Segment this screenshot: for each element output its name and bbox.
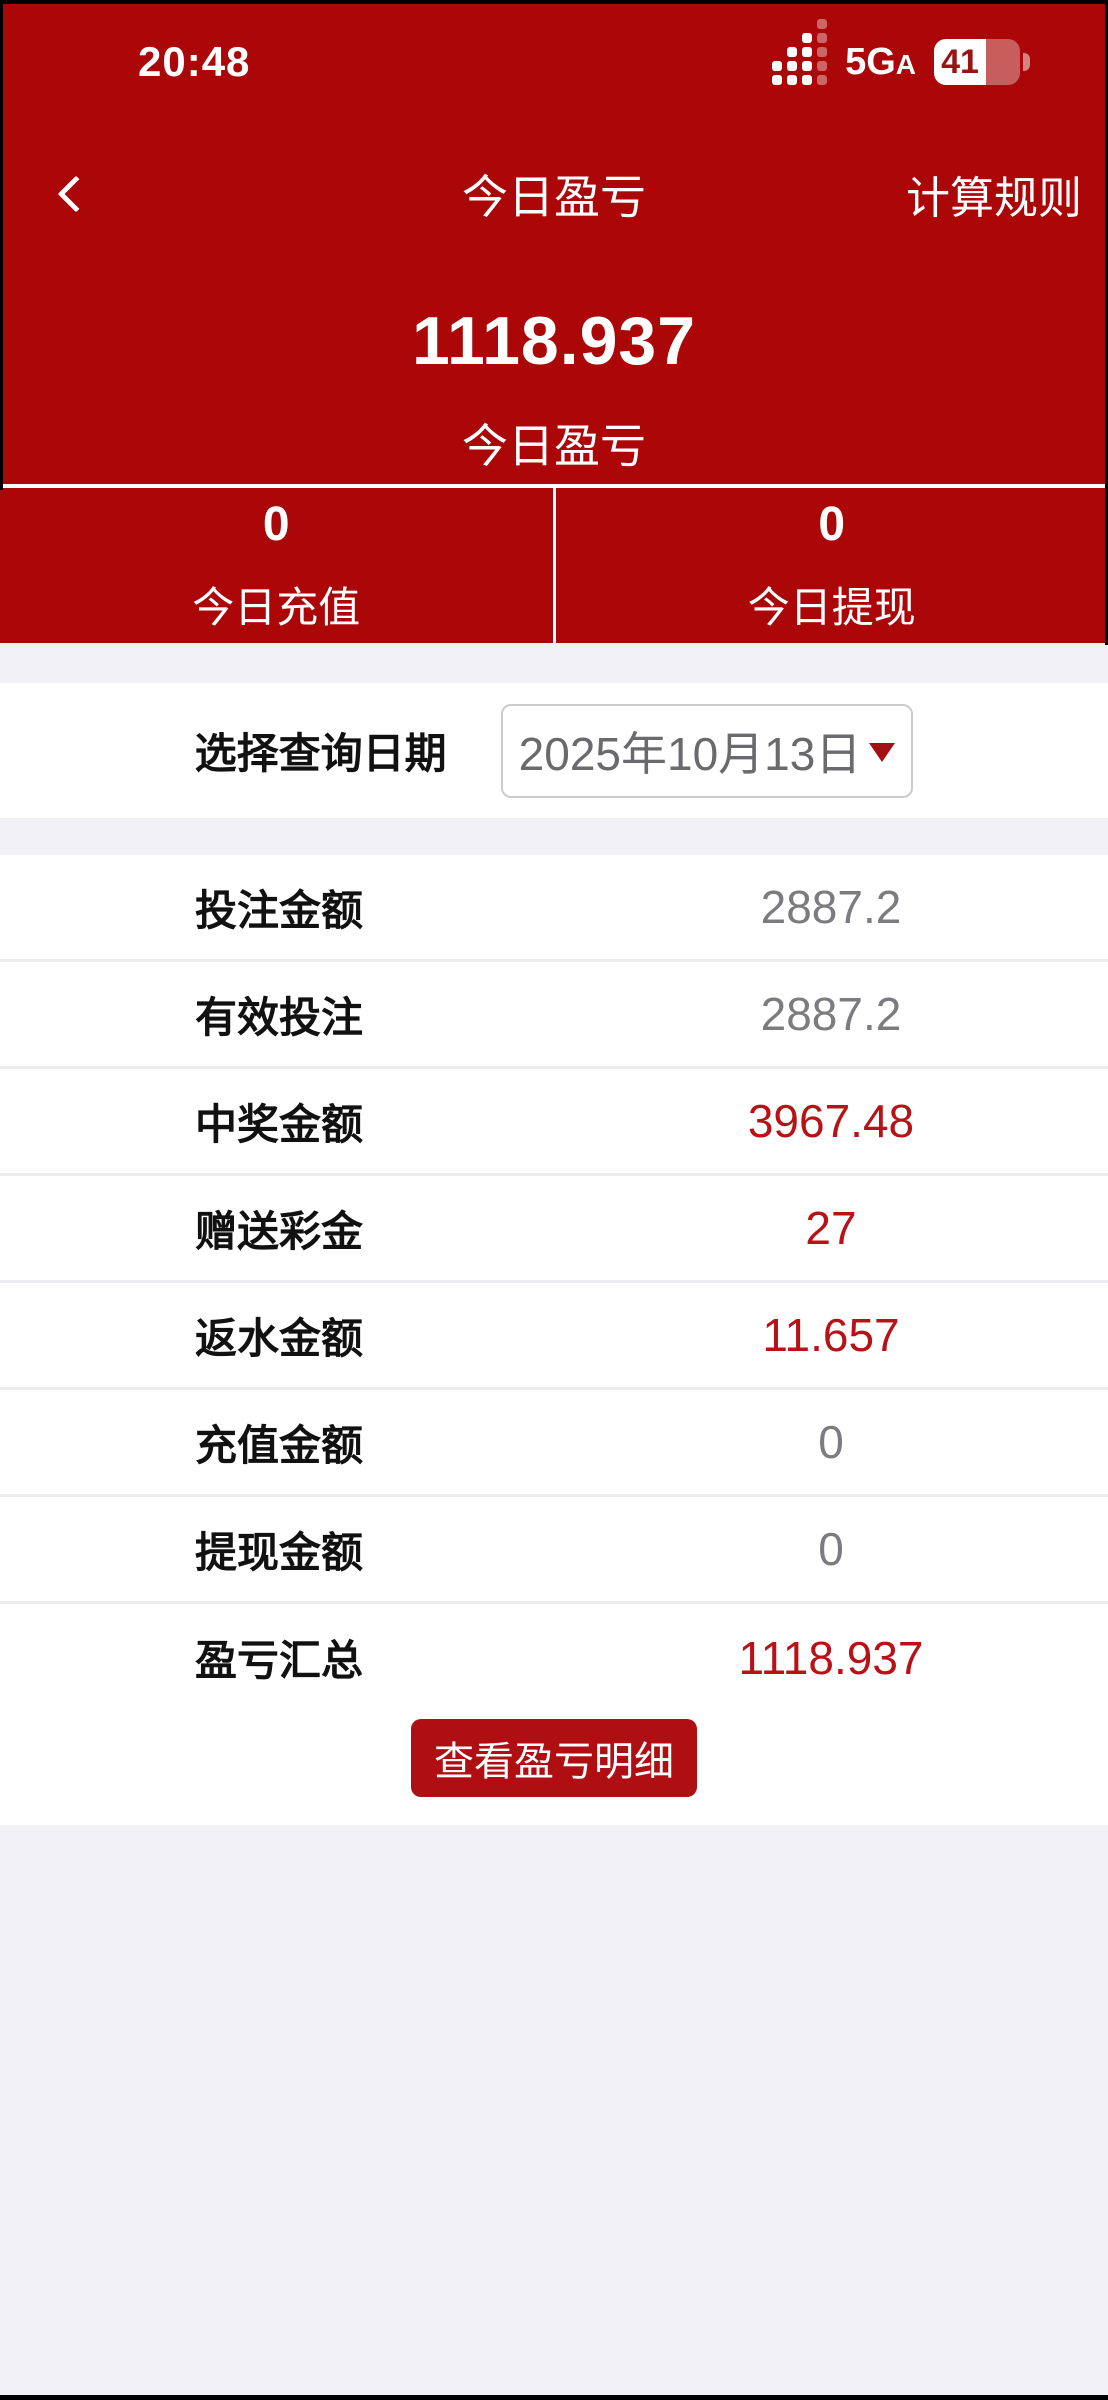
section-gap xyxy=(0,643,1108,683)
row-label: 充值金额 xyxy=(195,1421,364,1469)
network-type-label: 5GA xyxy=(845,40,916,83)
date-picker[interactable]: 2025年10月13日 xyxy=(500,703,914,798)
today-profit-label: 今日盈亏 xyxy=(462,420,646,472)
today-withdraw-label: 今日提现 xyxy=(747,583,916,631)
table-row: 赠送彩金 27 xyxy=(0,1176,1108,1283)
bottom-spacer xyxy=(0,1825,1108,2395)
row-label: 投注金额 xyxy=(195,886,364,934)
status-time: 20:48 xyxy=(138,38,251,85)
top-bezel xyxy=(0,0,1108,4)
table-row: 提现金额 0 xyxy=(0,1497,1108,1604)
battery-icon: 41 xyxy=(934,39,1030,85)
back-button[interactable] xyxy=(44,162,108,226)
table-row: 返水金额 11.657 xyxy=(0,1283,1108,1390)
table-row: 盈亏汇总 1118.937 xyxy=(0,1604,1108,1711)
section-gap xyxy=(0,818,1108,855)
header: 20:48 5GA 41 xyxy=(0,4,1108,643)
row-label: 返水金额 xyxy=(195,1314,364,1362)
right-bezel xyxy=(1105,0,1108,645)
today-withdraw-value: 0 xyxy=(818,497,846,551)
table-row: 有效投注 2887.2 xyxy=(0,962,1108,1069)
row-value: 1118.937 xyxy=(738,1631,924,1684)
row-label: 中奖金额 xyxy=(195,1100,364,1148)
row-label: 盈亏汇总 xyxy=(195,1637,364,1684)
today-recharge-label: 今日充值 xyxy=(192,583,361,631)
stats-divider xyxy=(552,488,556,643)
today-withdraw-stat: 0 今日提现 xyxy=(556,488,1108,643)
status-icons: 5GA 41 xyxy=(772,19,1030,85)
row-value: 27 xyxy=(805,1202,857,1254)
button-section: 查看盈亏明细 xyxy=(0,1711,1108,1825)
row-value: 0 xyxy=(818,1523,844,1575)
today-stats: 0 今日充值 0 今日提现 xyxy=(0,484,1108,643)
table-row: 中奖金额 3967.48 xyxy=(0,1069,1108,1176)
nav-bar: 今日盈亏 计算规则 xyxy=(0,162,1108,226)
today-recharge-stat: 0 今日充值 xyxy=(0,488,553,643)
date-filter-row: 选择查询日期 2025年10月13日 xyxy=(0,683,1108,818)
row-value: 0 xyxy=(818,1416,844,1468)
row-value: 3967.48 xyxy=(747,1095,915,1147)
row-label: 有效投注 xyxy=(195,993,364,1041)
bottom-bezel xyxy=(0,2395,1108,2400)
triangle-down-icon xyxy=(869,743,896,762)
calculation-rules-button[interactable]: 计算规则 xyxy=(906,174,1082,223)
row-label: 赠送彩金 xyxy=(195,1207,364,1255)
date-filter-label: 选择查询日期 xyxy=(194,730,447,777)
view-profit-detail-button[interactable]: 查看盈亏明细 xyxy=(411,1719,697,1797)
status-bar: 20:48 5GA 41 xyxy=(0,4,1108,96)
cellular-signal-bars-icon xyxy=(772,19,828,85)
battery-level: 41 xyxy=(934,39,986,85)
summary-table: 投注金额 2887.2 有效投注 2887.2 中奖金额 3967.48 赠送彩… xyxy=(0,855,1108,1711)
row-value: 2887.2 xyxy=(760,881,902,933)
date-picker-value: 2025年10月13日 xyxy=(518,727,862,780)
row-value: 2887.2 xyxy=(760,988,902,1040)
left-bezel xyxy=(0,0,3,490)
chevron-left-icon xyxy=(57,175,95,213)
today-profit-amount: 1118.937 xyxy=(411,303,697,379)
row-value: 11.657 xyxy=(762,1309,900,1361)
row-label: 提现金额 xyxy=(195,1528,364,1576)
table-row: 投注金额 2887.2 xyxy=(0,855,1108,962)
today-recharge-value: 0 xyxy=(262,497,290,551)
table-row: 充值金额 0 xyxy=(0,1390,1108,1497)
page-title: 今日盈亏 xyxy=(462,171,646,223)
